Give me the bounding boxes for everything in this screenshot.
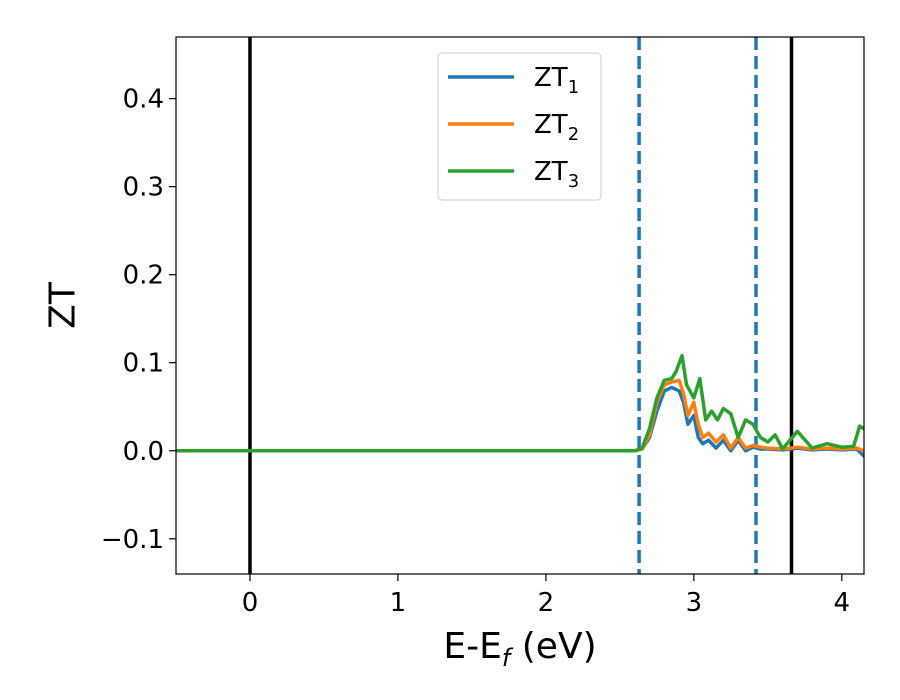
legend-entry-name: ZT bbox=[534, 63, 568, 93]
legend-entry-subscript: 2 bbox=[568, 124, 579, 145]
x-tick-label: 1 bbox=[390, 588, 407, 618]
axis-ticks: 0 1 2 3 4 −0.1 0.0 0.1 0.2 0.3 0.4 bbox=[101, 85, 850, 618]
y-tick-label: 0.3 bbox=[123, 173, 164, 203]
y-tick-label: 0.1 bbox=[123, 349, 164, 379]
x-axis-label-main: E-E bbox=[443, 626, 501, 667]
legend-entry-subscript: 3 bbox=[568, 171, 579, 192]
legend-entry-zt3: ZT3 bbox=[534, 157, 579, 192]
legend-entry-subscript: 1 bbox=[568, 77, 579, 98]
series-line-zt3 bbox=[176, 353, 864, 453]
y-tick-label: 0.4 bbox=[123, 85, 164, 115]
legend-entry-name: ZT bbox=[534, 110, 568, 140]
y-tick-label: 0.2 bbox=[123, 261, 164, 291]
x-tick-label: 0 bbox=[242, 588, 259, 618]
plot-frame bbox=[175, 36, 865, 575]
legend-entry-name: ZT bbox=[534, 157, 568, 187]
legend-box bbox=[437, 52, 602, 201]
x-axis-label: E-Ef (eV) bbox=[443, 626, 596, 672]
x-tick-label: 4 bbox=[834, 588, 851, 618]
series-line-zt2 bbox=[176, 378, 864, 453]
x-tick-label: 2 bbox=[538, 588, 555, 618]
y-tick-label: 0.0 bbox=[123, 437, 164, 467]
y-axis-label: ZT bbox=[43, 281, 84, 329]
plot-clip-group bbox=[176, 37, 864, 574]
y-tick-label: −0.1 bbox=[101, 525, 164, 555]
x-tick-label: 3 bbox=[686, 588, 703, 618]
plot-area bbox=[176, 37, 864, 574]
x-axis-label-suffix: (eV) bbox=[510, 626, 596, 667]
legend-entry-zt2: ZT2 bbox=[534, 110, 579, 145]
legend-entry-zt1: ZT1 bbox=[534, 63, 579, 98]
